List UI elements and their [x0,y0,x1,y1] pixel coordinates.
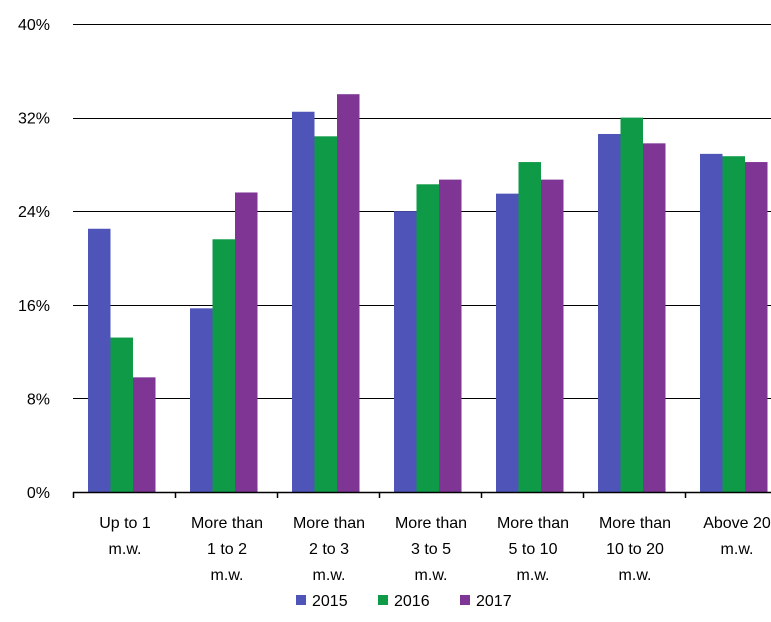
x-tick-label: More than [395,515,467,532]
legend-label-2015: 2015 [312,593,348,610]
x-tick-label: m.w. [211,567,244,584]
x-tick-label: 1 to 2 [207,541,247,558]
legend-label-2017: 2017 [476,593,512,610]
bar-2017-2 [337,94,360,492]
y-tick-label: 0% [27,485,50,502]
y-tick-label: 8% [27,391,50,408]
x-tick-label: m.w. [415,567,448,584]
legend-label-2016: 2016 [394,593,430,610]
bar-2016-5 [620,117,643,492]
legend-swatch-2017 [460,595,470,605]
x-tick-label: m.w. [109,541,142,558]
x-tick-label: 5 to 10 [509,541,558,558]
bar-2017-4 [541,179,564,493]
y-tick-labels: 0% 8% 16% 24% 32% 40% [18,17,50,502]
legend-swatch-2015 [296,595,306,605]
x-tick-label: More than [293,515,365,532]
bar-2015-1 [190,308,213,492]
x-tick-label: More than [599,515,671,532]
legend: 2015 2016 2017 [296,593,512,610]
bars [88,94,768,493]
bar-2015-2 [292,111,315,492]
bar-2016-0 [110,337,133,492]
bar-2015-5 [598,133,621,493]
x-tick-label: More than [191,515,263,532]
x-tick-label: m.w. [619,567,652,584]
bar-2016-3 [416,184,439,493]
y-tick-label: 24% [18,204,50,221]
bar-2017-1 [235,192,258,493]
bar-2017-5 [643,143,666,492]
x-tick-label: m.w. [721,541,754,558]
x-tick-label: 3 to 5 [411,541,451,558]
bar-2016-2 [314,136,337,492]
x-tick-labels: Up to 1 m.w. More than 1 to 2 m.w. More than 2… [99,515,771,584]
bar-2016-6 [722,156,745,492]
bar-2017-3 [439,179,462,493]
bar-2015-3 [394,211,417,492]
bar-2016-4 [518,162,541,492]
x-tick-label: 10 to 20 [606,541,664,558]
x-tick-label: More than [497,515,569,532]
x-tick-label: 2 to 3 [309,541,349,558]
x-tick-label: Above 20 [703,515,771,532]
y-tick-label: 32% [18,111,50,128]
bar-2017-6 [745,162,768,492]
axes [72,491,771,498]
x-tick-label: m.w. [517,567,550,584]
y-tick-label: 16% [18,298,50,315]
y-tick-label: 40% [18,17,50,34]
bar-2016-1 [212,239,235,492]
bar-2017-0 [133,377,156,492]
bar-2015-6 [700,153,723,492]
x-tick-label: Up to 1 [99,515,151,532]
bar-2015-0 [88,228,111,492]
legend-swatch-2016 [378,595,388,605]
bar-2015-4 [496,193,519,492]
x-tick-label: m.w. [313,567,346,584]
